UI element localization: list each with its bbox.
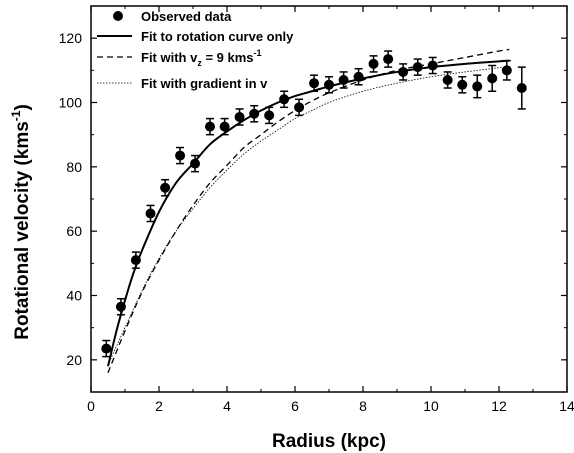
data-point (219, 121, 230, 132)
data-point (309, 78, 320, 89)
y-axis-title-main: Rotational velocity (kms (12, 121, 33, 340)
legend-label-fit-rc: Fit to rotation curve only (141, 29, 294, 44)
y-tick-label: 80 (66, 159, 82, 175)
data-point (249, 108, 260, 119)
data-point (175, 150, 186, 161)
legend-label-fit-vz-sup: -1 (254, 48, 262, 58)
y-axis-title-close: ) (12, 104, 33, 110)
data-point (234, 111, 245, 122)
data-point (457, 79, 468, 90)
x-tick-label: 4 (223, 398, 231, 414)
data-point (338, 74, 349, 85)
y-tick-labels: 20 40 60 80 100 120 (59, 30, 83, 368)
data-point (160, 182, 171, 193)
data-point (368, 58, 379, 69)
data-point (427, 60, 438, 71)
legend-marker-observed (113, 11, 123, 21)
y-axis-title-sup: -1 (9, 110, 23, 121)
data-point (205, 121, 215, 132)
data-point (264, 110, 275, 121)
series-line-fit-gradient (107, 66, 510, 365)
y-axis-title: Rotational velocity (kms-1) (9, 104, 33, 340)
series-line-fit-rotation-curve (107, 59, 510, 367)
x-tick-label: 0 (87, 398, 95, 414)
fit-curves (107, 48, 510, 373)
x-tick-label: 14 (559, 398, 574, 414)
legend-label-fit-vz-main: Fit with v (141, 50, 198, 65)
data-point (442, 74, 453, 85)
data-point (101, 343, 112, 354)
data-point (501, 65, 512, 76)
x-tick-label: 2 (155, 398, 163, 414)
data-point (115, 301, 126, 312)
data-point (145, 208, 156, 219)
axis-ticks (90, 5, 568, 393)
data-point (279, 94, 290, 105)
x-tick-label: 6 (291, 398, 299, 414)
x-tick-labels: 0 2 4 6 8 10 12 14 (87, 398, 574, 414)
y-tick-label: 20 (66, 352, 82, 368)
x-tick-label: 8 (359, 398, 367, 414)
legend-label-fit-vz-tail: = 9 kms (202, 50, 254, 65)
data-point (516, 83, 527, 94)
legend-label-observed: Observed data (141, 9, 232, 24)
observed-points (101, 50, 527, 358)
series-line-fit-vz (107, 48, 510, 373)
data-point (190, 158, 201, 169)
y-tick-label: 60 (66, 223, 82, 239)
x-tick-label: 10 (423, 398, 439, 414)
y-tick-label: 100 (59, 95, 83, 111)
data-point (412, 62, 423, 73)
legend-label-fit-vz-sub: z (197, 58, 202, 68)
data-point (472, 81, 483, 92)
data-point (487, 73, 498, 84)
data-point (130, 255, 141, 266)
data-point (324, 79, 334, 90)
data-point (294, 102, 305, 113)
y-tick-label: 120 (59, 30, 83, 46)
legend-label-fit-grad: Fit with gradient in v (141, 76, 268, 91)
legend: Observed data Fit to rotation curve only… (97, 9, 294, 91)
legend-label-fit-vz: Fit with vz = 9 kms-1 (141, 48, 262, 68)
data-point (398, 66, 409, 77)
data-point (383, 54, 394, 65)
data-point (353, 71, 364, 82)
y-tick-label: 40 (66, 288, 82, 304)
x-tick-label: 12 (491, 398, 507, 414)
x-axis-title: Radius (kpc) (272, 431, 386, 452)
